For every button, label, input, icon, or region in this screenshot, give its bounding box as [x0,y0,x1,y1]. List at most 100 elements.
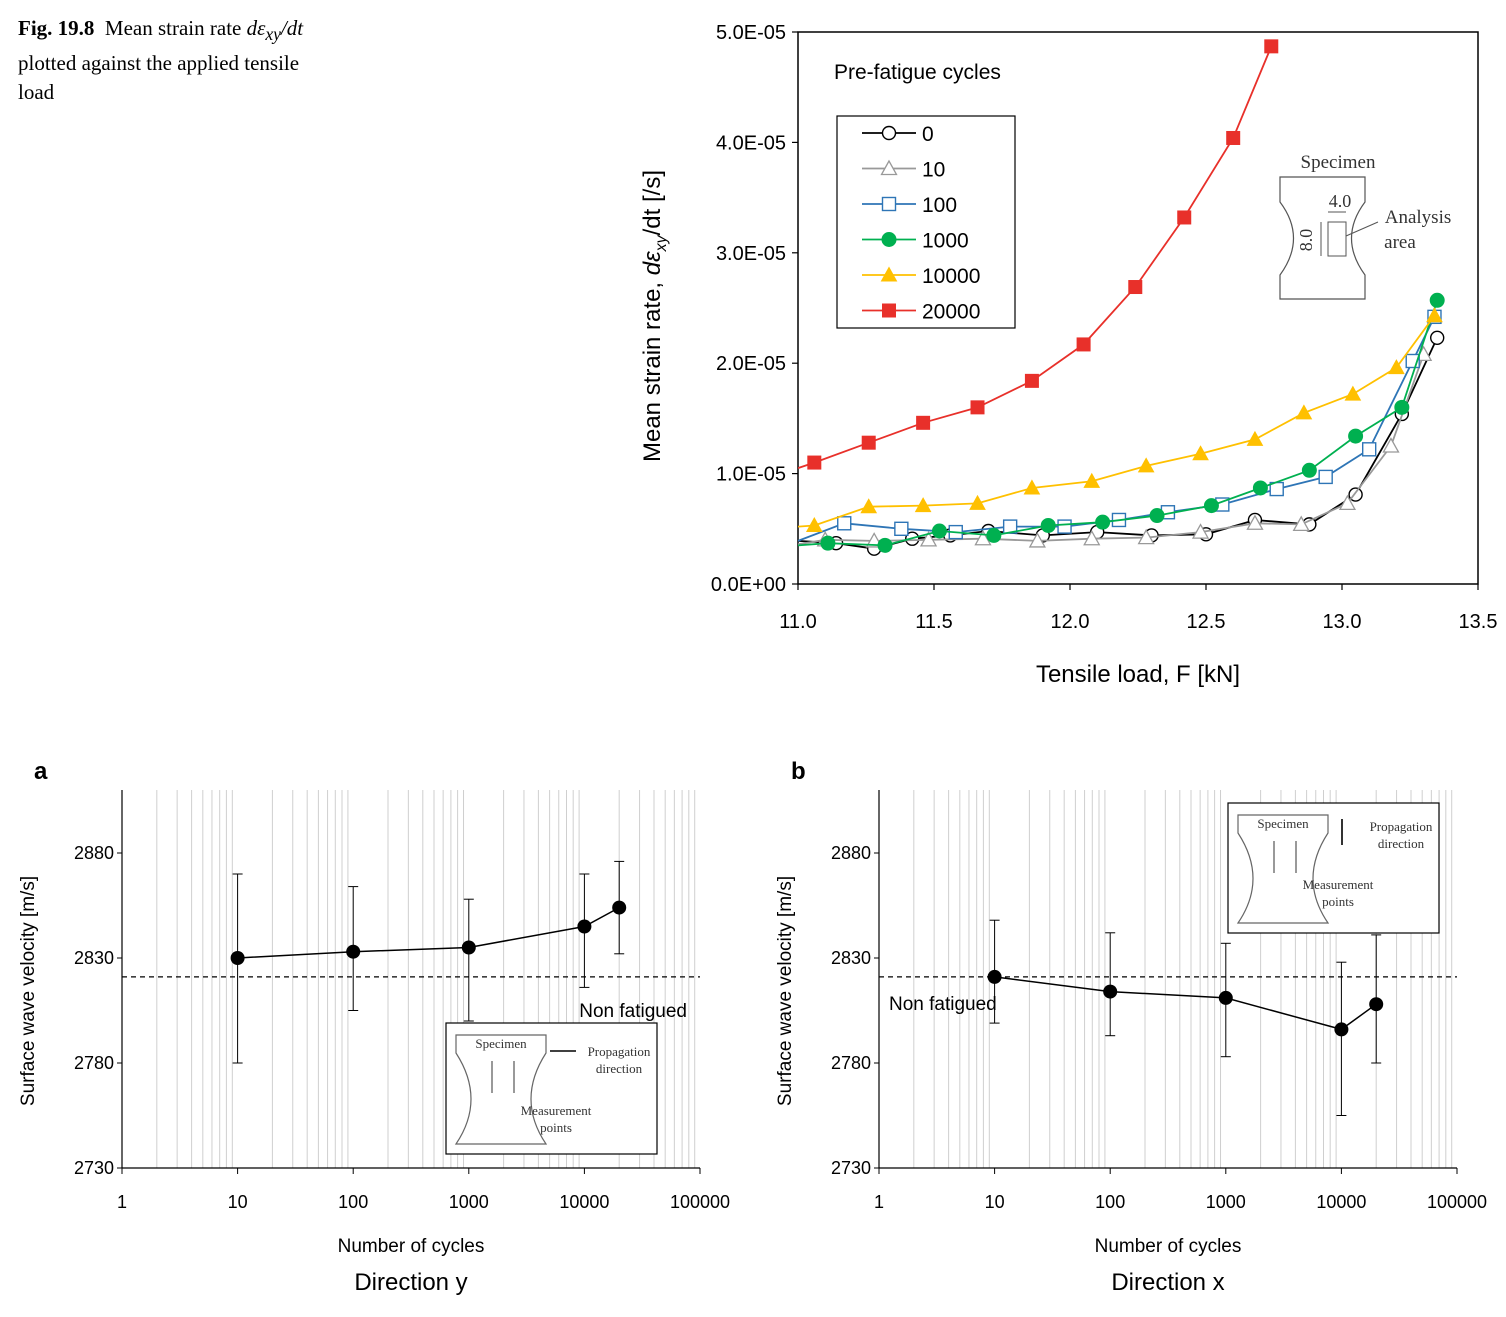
data-point-square-open [881,196,897,212]
inset-title: Specimen [1257,816,1309,831]
xtick-label: 1000 [449,1192,489,1212]
data-point [987,969,1002,984]
ytick-label: 2830 [831,948,871,968]
figure-caption: Fig. 19.8 Mean strain rate dεxy/dt plott… [18,14,318,107]
data-point-square-open [837,516,852,531]
top-inset-specimen: Specimen 4.0 8.0 Analysis area [1279,152,1451,300]
data-point-triangle-filled [914,497,932,513]
xtick-label: 10 [985,1192,1005,1212]
top-xtick-label: 12.5 [1187,611,1226,633]
data-point-triangle-filled [1192,445,1209,461]
data-point-circle-filled [877,537,893,553]
top-plot-area [798,39,1445,556]
panel-subtitle: Direction y [354,1269,467,1296]
chart-a: 2730 2780 2830 2880 1 10 100 1000 10000 100000 a Nu… [18,758,730,1296]
ytick-label: 2730 [74,1158,114,1178]
xtick-label: 10000 [1316,1192,1366,1212]
y-axis-label: Surface wave velocity [m/s] [18,876,39,1106]
ylabel-prefix: Mean strain rate, [639,275,666,462]
series-line [994,976,1377,1031]
ytick-label: 2880 [831,843,871,863]
inset-specimen-shape [1279,176,1366,300]
top-xtick-label: 12.0 [1051,611,1090,633]
panel-subtitle: Direction x [1111,1269,1224,1296]
data-point-triangle-filled [1137,457,1155,473]
x-axis-label: Number of cycles [338,1236,485,1257]
xtick-label: 1 [874,1192,884,1212]
legend-label-100: 100 [922,194,957,217]
data-point-square-filled [1024,373,1039,388]
data-point-circle-filled [1394,399,1410,415]
data-point-square-filled [916,415,931,430]
ytick-label: 2730 [831,1158,871,1178]
legend-box [836,115,1016,329]
chart-b: 2730 2780 2830 2880 1 10 100 1000 10000 100000 b Nu… [775,758,1487,1296]
data-point-triangle-filled [1083,472,1101,488]
top-ytick-label: 2.0E-05 [716,353,786,375]
data-point [1369,997,1384,1012]
data-point-circle-filled [1252,480,1268,496]
xtick-label: 10000 [559,1192,609,1212]
inset-height-label: 8.0 [1296,229,1316,252]
top-xtick-label: 11.5 [915,611,952,633]
data-point-triangle-filled [805,516,823,532]
data-point [1334,1022,1349,1037]
legend-title: Pre-fatigue cycles [834,61,1001,84]
data-point [461,940,476,955]
inset-arrow-label-1: Propagation [1370,819,1433,834]
data-point-circle-filled [820,535,836,551]
data-point-triangle-open [1191,523,1210,539]
inset-points-label-2: points [1322,894,1354,909]
xtick-label: 100 [338,1192,368,1212]
xtick-label: 100000 [1427,1192,1487,1212]
ytick-label: 2830 [74,948,114,968]
series-line-1000 [798,300,1439,547]
inset-arrow-label-1: Propagation [588,1044,651,1059]
top-ytick-label: 1.0E-05 [716,464,786,486]
data-point-circle-filled [986,527,1002,543]
ytick-label: 2780 [74,1053,114,1073]
data-point [230,951,245,965]
data-point-triangle-open [1083,529,1101,546]
legend-label-20000: 20000 [922,301,980,324]
data-point-triangle-filled [1388,359,1405,375]
data-point-triangle-open [1292,515,1310,532]
data-point-triangle-open [1137,528,1155,545]
data-point [1103,984,1118,999]
legend-label-10: 10 [922,159,945,182]
caption-symbol-tail: /dt [280,16,304,40]
data-point-circle-filled [1348,428,1364,444]
y-axis-label: Surface wave velocity [m/s] [775,876,796,1106]
series-line [237,906,620,959]
series-20000 [798,39,1279,470]
ytick-label: 2780 [831,1053,871,1073]
data-point-square-filled [970,400,985,415]
data-point-circle-filled [1149,508,1165,524]
xtick-label: 100 [1095,1192,1125,1212]
data-point-circle-filled [931,523,947,539]
top-ytick-label: 3.0E-05 [716,243,786,265]
inset-width-label: 4.0 [1329,191,1352,211]
inset-points-label-1: Measurement [521,1103,592,1118]
top-plot-frame [797,31,1479,585]
panel-label: b [791,758,806,785]
data-point-square-filled [882,303,896,318]
data-point-triangle-open [974,529,992,546]
inset-analysis-rect [1327,221,1347,257]
top-xtick-label: 13.0 [1323,611,1362,633]
data-point-triangle-filled [1426,307,1443,323]
data-point-triangle-filled [860,498,878,514]
ylabel-suffix: /dt [/s] [639,170,666,235]
data-point-circle-filled [1301,462,1317,478]
data-point-circle-filled [1203,498,1219,514]
top-xtick-label: 13.5 [1459,611,1498,633]
data-point-circle-filled [1040,517,1056,533]
xtick-label: 1 [117,1192,127,1212]
data-point-triangle-filled [1295,404,1313,420]
caption-symbol: dε [246,16,266,40]
inset-title: Specimen [1301,152,1376,173]
top-ytick-label: 4.0E-05 [716,132,786,154]
inset-points-label-2: points [540,1120,572,1135]
legend-label-10000: 10000 [922,265,980,288]
